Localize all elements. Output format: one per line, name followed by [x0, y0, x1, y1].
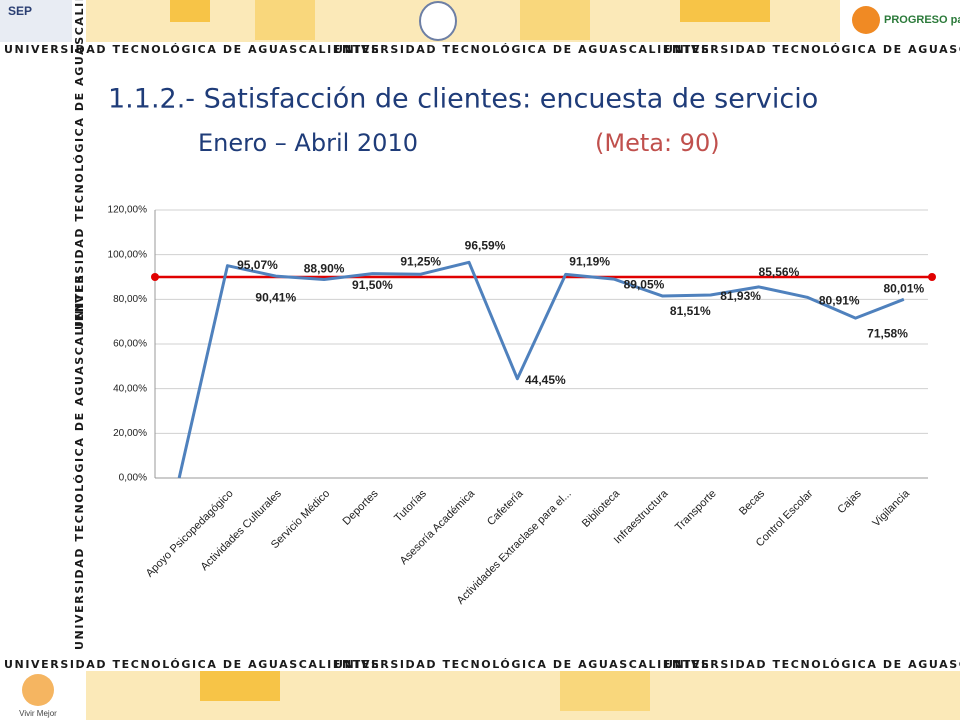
band-text: UNIVERSIDAD TECNOLÓGICA DE AGUASCALIENTE… — [73, 274, 86, 651]
data-label: 71,58% — [867, 326, 908, 340]
data-label: 81,93% — [720, 289, 761, 303]
logo-text: PROGRESO para todos — [884, 14, 960, 26]
data-label: 44,45% — [525, 373, 566, 387]
progreso-logo — [852, 6, 880, 34]
title: 1.1.2.- Satisfacción de clientes: encues… — [108, 84, 818, 115]
block — [680, 0, 770, 22]
y-tick-label: 120,00% — [108, 205, 148, 216]
band-text: UNIVERSIDAD TECNOLÓGICA DE AGUASCALIENTE… — [334, 43, 711, 56]
band-strip — [0, 42, 960, 56]
goal-text: (Meta: 90) — [595, 129, 720, 157]
band-text: UNIVERSIDAD TECNOLÓGICA DE AGUASCALIENTE… — [4, 43, 381, 56]
data-label: 81,51% — [670, 304, 711, 318]
data-label: 89,05% — [624, 277, 665, 291]
target-dot — [928, 273, 936, 281]
data-label: 96,59% — [465, 238, 506, 252]
logo-text: Vivir Mejor — [19, 709, 57, 718]
logo-box — [0, 0, 72, 42]
band-text: UNIVERSIDAD TECNOLÓGICA DE AGUASCALIENTE… — [334, 658, 711, 671]
data-label: 85,56% — [759, 265, 800, 279]
block — [255, 0, 315, 40]
y-tick-label: 0,00% — [119, 473, 147, 484]
target-dot — [151, 273, 159, 281]
band-text: UNIVERSIDAD TECNOLÓGICA DE AGUASCALIENTE… — [664, 658, 960, 671]
band-text: UNIVERSIDAD TECNOLÓGICA DE AGUASCALIENTE… — [4, 658, 381, 671]
data-label: 90,41% — [255, 290, 296, 304]
y-tick-label: 60,00% — [113, 339, 147, 350]
y-tick-label: 40,00% — [113, 383, 147, 394]
data-label: 91,50% — [352, 278, 393, 292]
subtitle: Enero – Abril 2010 — [198, 129, 418, 157]
block — [170, 0, 210, 22]
band-strip — [0, 657, 960, 671]
data-label: 91,19% — [569, 255, 610, 269]
line-series — [177, 260, 905, 479]
data-label: 80,91% — [819, 293, 860, 307]
y-tick-label: 100,00% — [108, 249, 148, 260]
block — [520, 0, 590, 40]
data-label: 80,01% — [883, 281, 924, 295]
bands: UNIVERSIDAD TECNOLÓGICA DE AGUASCALIENTE… — [4, 0, 960, 671]
vivir-logo — [22, 674, 54, 706]
block — [560, 671, 650, 711]
y-tick-label: 20,00% — [113, 428, 147, 439]
block — [200, 671, 280, 701]
band-text: UNIVERSIDAD TECNOLÓGICA DE AGUASCALIENTE… — [664, 43, 960, 56]
vertical-strip — [72, 0, 86, 720]
ut-logo — [419, 1, 457, 41]
band-text: UNIVERSIDAD TECNOLÓGICA DE AGUASCALIENTE… — [73, 0, 86, 330]
data-label: 88,90% — [304, 262, 345, 276]
y-tick-label: 80,00% — [113, 294, 147, 305]
data-label: 95,07% — [237, 258, 278, 272]
data-label: 91,25% — [400, 254, 441, 268]
logo-text: SEP — [8, 4, 32, 18]
